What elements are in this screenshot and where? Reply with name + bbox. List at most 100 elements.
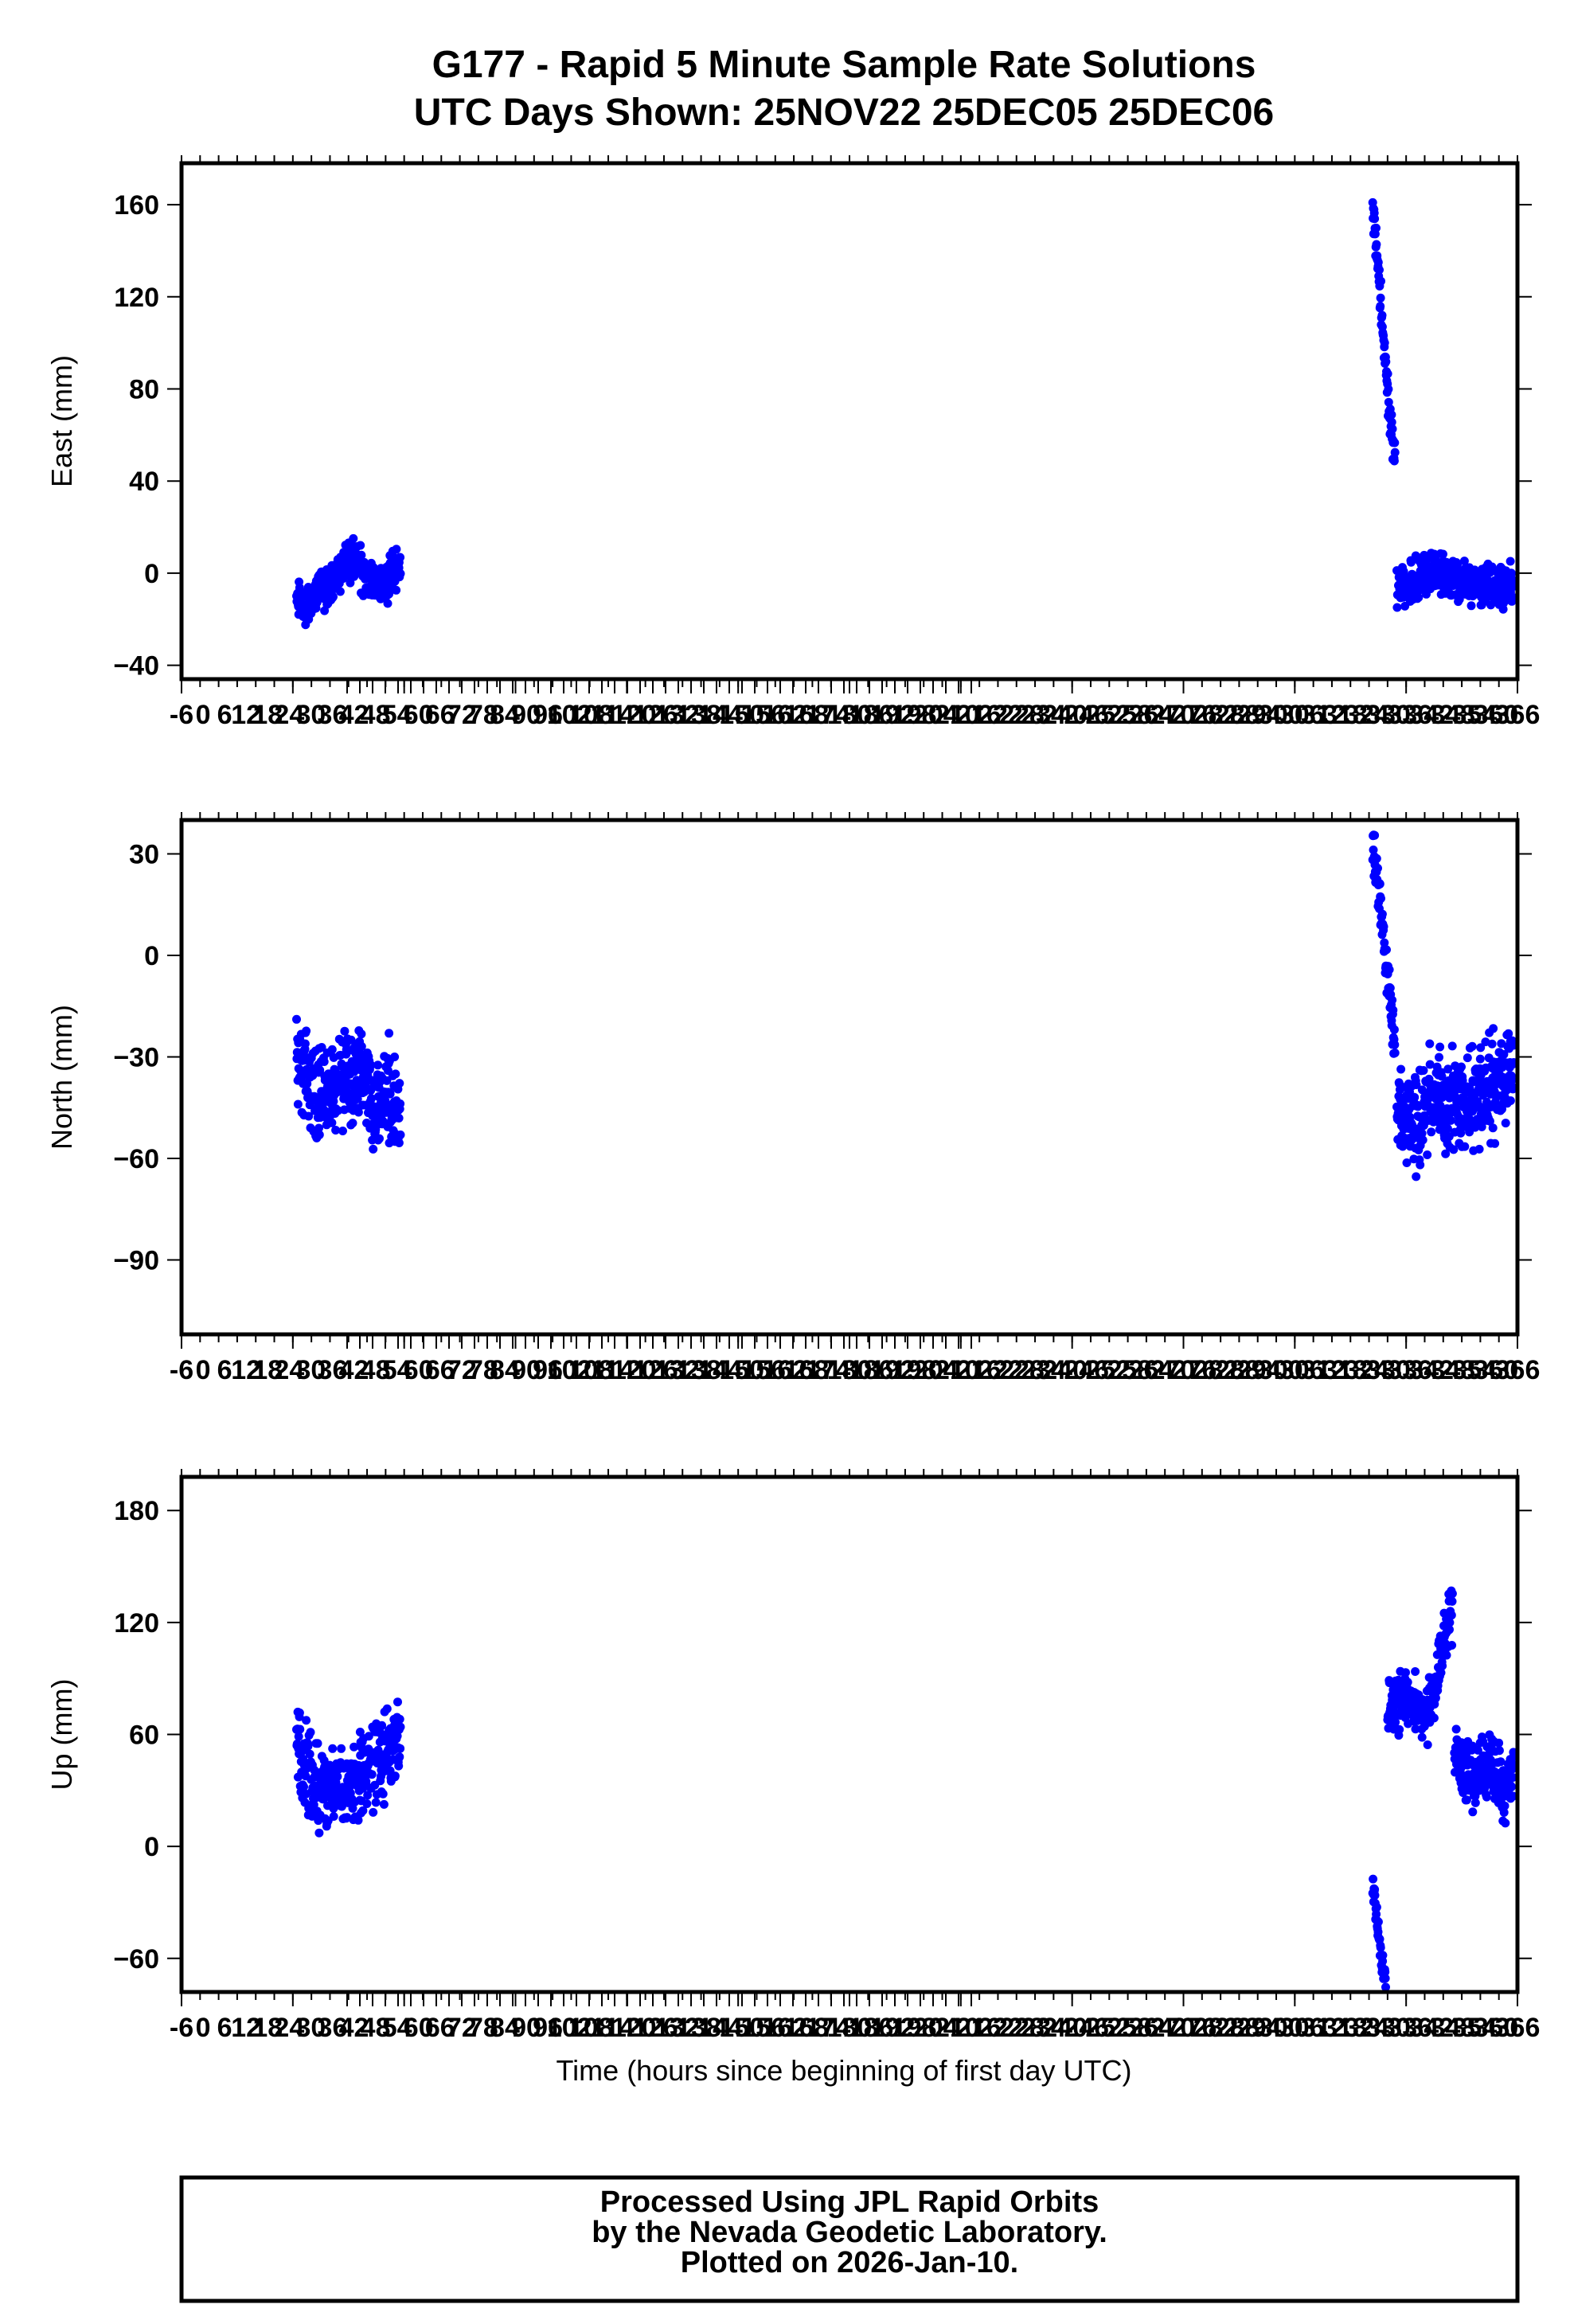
north-x-tick-label: 36 xyxy=(318,1355,348,1385)
up-x-tick-label: 186 xyxy=(849,2013,894,2043)
north-x-tick-label: 360 xyxy=(1474,1355,1519,1385)
up-y-tick-label: 0 xyxy=(144,1832,159,1862)
north-x-tick-label: 276 xyxy=(1172,1355,1217,1385)
chart-title-line-1: G177 - Rapid 5 Minute Sample Rate Soluti… xyxy=(432,44,1256,86)
north-data-point xyxy=(396,1130,405,1139)
east-x-tick-label: 96 xyxy=(533,700,563,730)
east-x-tick-label: 156 xyxy=(740,700,786,730)
east-x-tick-label: 144 xyxy=(697,700,743,730)
east-x-tick-label: 240 xyxy=(1042,700,1088,730)
up-x-tick-label: 210 xyxy=(935,2013,980,2043)
north-data-point xyxy=(304,1111,314,1121)
north-data-point xyxy=(293,1100,303,1109)
north-data-point xyxy=(1417,1129,1427,1138)
up-x-tick-label: 132 xyxy=(654,2013,700,2043)
east-data-points xyxy=(292,197,1518,630)
up-data-point xyxy=(395,1752,404,1762)
up-x-tick-label: 294 xyxy=(1236,2013,1282,2043)
up-x-tick-label: 18 xyxy=(252,2013,283,2043)
up-data-point xyxy=(1395,1724,1404,1734)
east-x-tick-label: 324 xyxy=(1344,700,1389,730)
up-data-point xyxy=(1378,1951,1388,1960)
up-data-point xyxy=(1507,1782,1517,1791)
up-x-tick-label: 36 xyxy=(318,2013,348,2043)
north-data-point xyxy=(1390,1040,1400,1049)
east-x-tick-label: 270 xyxy=(1150,700,1196,730)
north-data-point xyxy=(1413,1102,1423,1111)
east-data-point xyxy=(1455,595,1464,604)
east-data-point xyxy=(392,585,401,595)
north-data-point xyxy=(1507,1076,1517,1085)
east-x-tick-label: 30 xyxy=(295,700,326,730)
up-x-tick-label: 348 xyxy=(1430,2013,1475,2043)
east-x-tick-label: 6 xyxy=(217,700,232,730)
up-data-point xyxy=(1451,1724,1461,1734)
north-data-point xyxy=(396,1099,405,1108)
east-x-tick-label: 234 xyxy=(1021,700,1066,730)
up-data-point xyxy=(378,1789,388,1799)
east-data-point xyxy=(1389,456,1399,466)
north-data-point xyxy=(1460,1142,1470,1151)
north-data-point xyxy=(1375,879,1384,889)
east-data-point xyxy=(1459,557,1469,566)
east-y-tick-label: 0 xyxy=(144,559,159,589)
up-x-tick-label: 336 xyxy=(1387,2013,1432,2043)
north-data-point xyxy=(1506,1096,1515,1105)
up-x-tick-label: 162 xyxy=(762,2013,807,2043)
east-x-tick-label: 288 xyxy=(1215,700,1260,730)
north-data-point xyxy=(1446,1115,1455,1125)
north-data-point xyxy=(1427,1127,1436,1137)
north-data-point xyxy=(1425,1039,1435,1049)
north-data-point xyxy=(340,1026,350,1036)
east-x-tick-label: 60 xyxy=(404,700,434,730)
east-y-axis-label: East (mm) xyxy=(45,355,78,487)
up-x-tick-label: 270 xyxy=(1150,2013,1196,2043)
east-x-tick-label: 330 xyxy=(1365,700,1411,730)
north-data-point xyxy=(1384,965,1394,975)
north-data-point xyxy=(395,1079,404,1088)
north-data-point xyxy=(382,1076,392,1085)
north-data-point xyxy=(1449,1145,1459,1154)
north-x-tick-label: 306 xyxy=(1279,1355,1325,1385)
north-x-tick-label: 120 xyxy=(611,1355,657,1385)
up-data-point xyxy=(1438,1661,1447,1670)
east-data-point xyxy=(329,592,338,602)
up-x-tick-label: 102 xyxy=(547,2013,592,2043)
north-x-tick-label: 168 xyxy=(784,1355,830,1385)
east-data-point xyxy=(1384,385,1393,394)
up-x-tick-label: 126 xyxy=(633,2013,678,2043)
up-data-point xyxy=(1447,1589,1457,1599)
north-data-point xyxy=(1370,830,1380,840)
north-x-tick-label: 210 xyxy=(935,1355,980,1385)
north-x-tick-label: 138 xyxy=(676,1355,721,1385)
north-x-tick-label: 24 xyxy=(274,1355,304,1385)
north-data-point xyxy=(1485,1116,1494,1126)
up-data-point xyxy=(1417,1732,1427,1742)
up-x-tick-label: 234 xyxy=(1021,2013,1066,2043)
north-x-tick-label: 294 xyxy=(1236,1355,1282,1385)
north-data-point xyxy=(348,1119,357,1128)
north-data-point xyxy=(319,1057,329,1066)
east-x-tick-label: 186 xyxy=(849,700,894,730)
up-x-tick-label: 288 xyxy=(1215,2013,1260,2043)
north-data-point xyxy=(1488,1123,1498,1133)
north-data-point xyxy=(1372,853,1381,863)
north-data-point xyxy=(1416,1160,1425,1170)
east-x-tick-label: 222 xyxy=(978,700,1023,730)
east-x-tick-label: 132 xyxy=(654,700,700,730)
north-data-point xyxy=(390,1053,400,1061)
north-x-tick-label: 342 xyxy=(1408,1355,1454,1385)
east-panel: -6 0 6121824303642485460667278849096102108… xyxy=(45,155,1540,730)
up-data-point xyxy=(1391,1717,1400,1727)
up-data-point xyxy=(382,1704,392,1713)
north-x-tick-label: 96 xyxy=(533,1355,563,1385)
up-x-tick-label: 114 xyxy=(591,2013,635,2043)
north-data-point xyxy=(1410,1092,1420,1102)
footer-line-2: by the Nevada Geodetic Laboratory. xyxy=(592,2216,1107,2249)
up-data-point xyxy=(1381,1974,1390,1983)
east-data-point xyxy=(392,545,401,554)
up-data-point xyxy=(1442,1650,1451,1660)
east-x-tick-label: -6 xyxy=(170,700,193,730)
north-x-tick-label: 300 xyxy=(1258,1355,1303,1385)
up-data-point xyxy=(1369,1874,1378,1884)
